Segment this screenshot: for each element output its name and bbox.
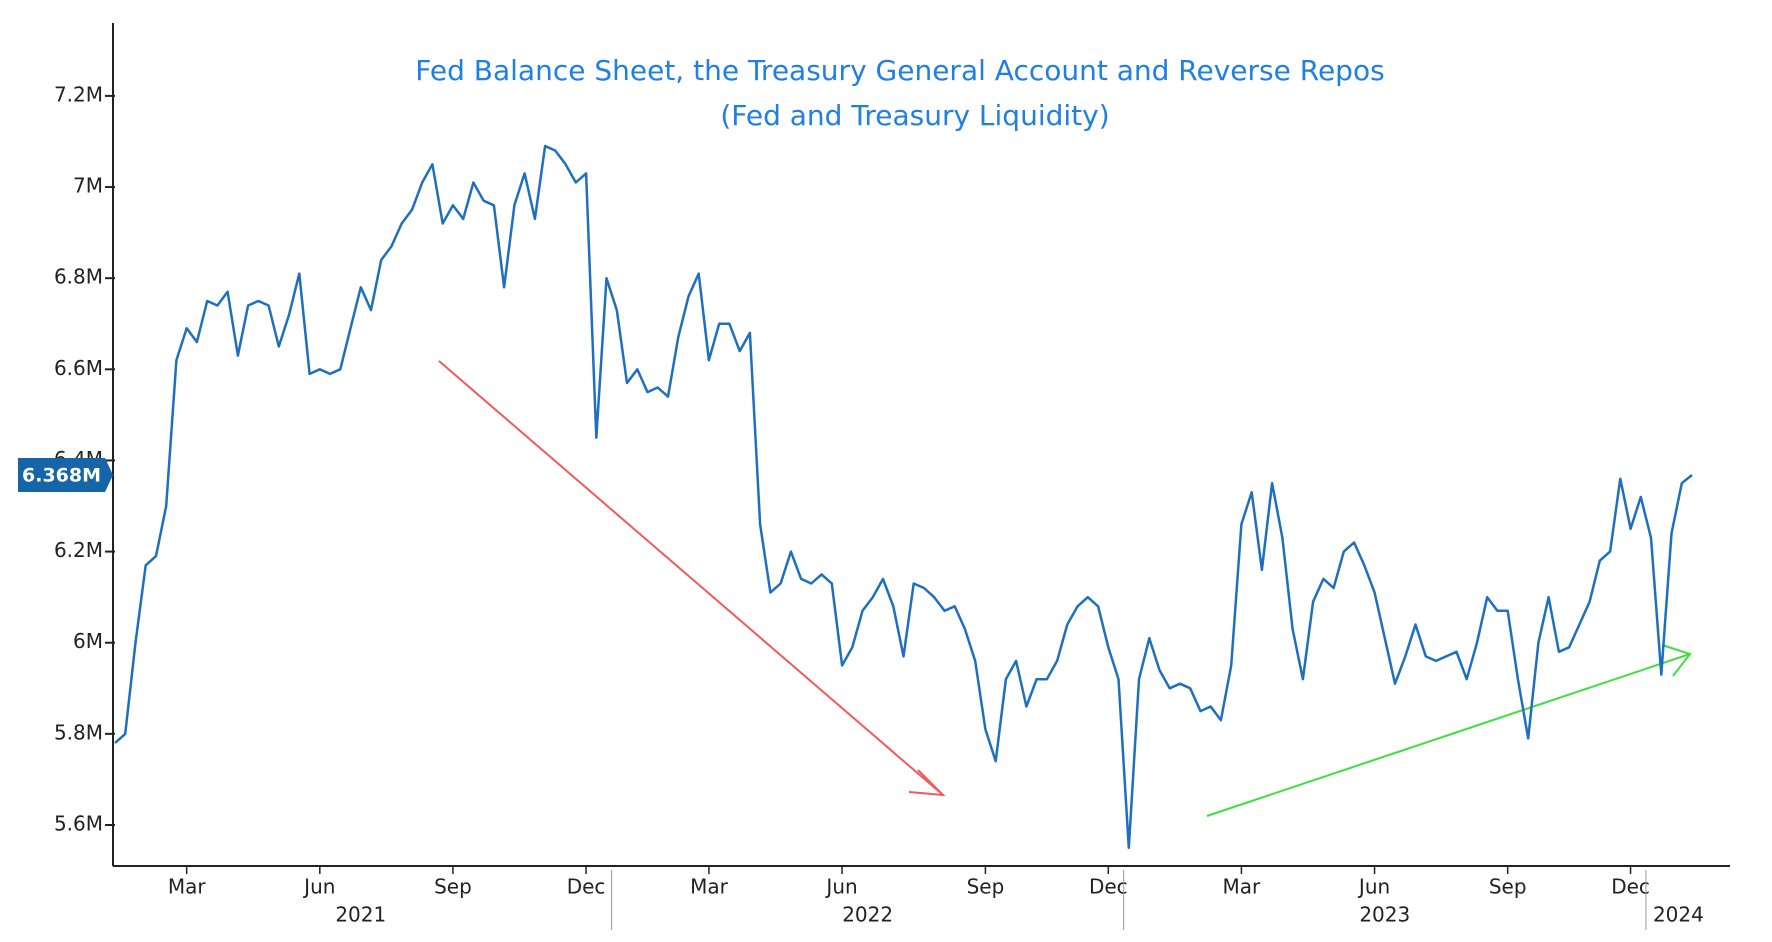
x-tick-label: Sep [434,875,472,899]
y-tick-label: 6M [73,629,103,653]
x-tick-label: Jun [302,875,335,899]
x-tick-label: Dec [1089,875,1128,899]
x-group-label: 2022 [842,903,893,927]
y-tick-label: 5.8M [54,720,103,744]
y-tick-label: 6.6M [54,356,103,380]
y-tick-label: 7M [73,174,103,198]
x-tick-label: Dec [567,875,606,899]
x-tick-label: Mar [1223,875,1262,899]
x-tick-label: Mar [690,875,729,899]
x-tick-label: Sep [967,875,1005,899]
y-tick-label: 6.2M [54,538,103,562]
data-line [114,144,1693,850]
arrow-head [1661,644,1692,677]
trend-arrow-down [438,360,946,797]
x-tick-label: Mar [168,875,207,899]
x-group-label: 2024 [1653,903,1704,927]
x-tick-label: Jun [824,875,857,899]
x-tick-label: Dec [1611,875,1650,899]
chart-title: Fed Balance Sheet, the Treasury General … [415,54,1384,87]
x-group-label: 2021 [335,903,386,927]
y-tick-label: 7.2M [54,82,103,106]
y-tick-label: 6.8M [54,265,103,289]
chart-subtitle: (Fed and Treasury Liquidity) [720,99,1109,132]
arrow-head [908,769,946,797]
y-tick-label: 5.6M [54,811,103,835]
arrow-shaft [1206,653,1691,817]
arrow-shaft [438,360,944,796]
x-tick-label: Jun [1357,875,1390,899]
x-tick-label: Sep [1489,875,1527,899]
trend-arrow-up [1206,644,1692,817]
last-value-label: 6.368M [22,465,101,487]
last-value-badge [18,458,113,493]
x-group-label: 2023 [1359,903,1410,927]
